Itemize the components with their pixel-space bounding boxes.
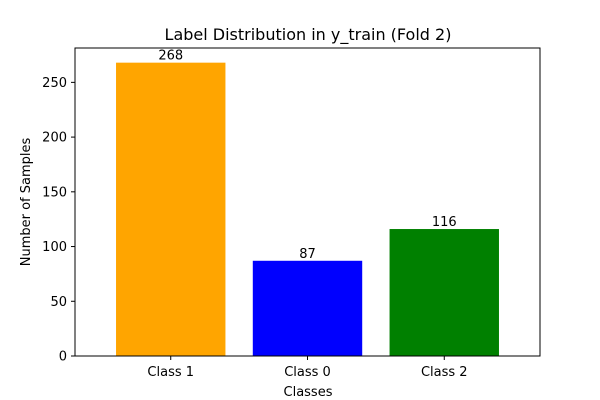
data-label-class-0: 87 <box>299 247 316 262</box>
y-tick-label: 250 <box>42 76 67 91</box>
bar-class-0 <box>252 260 363 356</box>
x-tick-label: Class 1 <box>147 365 194 380</box>
bar-class-1 <box>116 62 226 357</box>
x-axis: Class 1 Class 0 Class 2 <box>147 356 468 380</box>
y-axis: 0 50 100 150 200 250 <box>42 76 75 365</box>
plot-frame <box>74 47 541 357</box>
data-label-class-1: 268 <box>158 49 183 64</box>
chart-title: Label Distribution in y_train (Fold 2) <box>165 25 452 45</box>
y-tick-label: 0 <box>59 350 67 365</box>
y-tick-label: 150 <box>42 185 67 200</box>
x-axis-label: Classes <box>284 385 333 400</box>
y-axis-label: Number of Samples <box>19 138 34 267</box>
y-tick-label: 100 <box>42 240 67 255</box>
data-labels-group: 268 87 116 <box>158 49 456 262</box>
y-tick-label: 200 <box>42 131 67 146</box>
bar-class-2 <box>389 229 499 356</box>
y-tick-label: 50 <box>50 295 67 310</box>
x-tick-label: Class 2 <box>421 365 468 380</box>
data-label-class-2: 116 <box>432 215 457 230</box>
bars-group <box>116 62 499 357</box>
x-tick-label: Class 0 <box>284 365 331 380</box>
